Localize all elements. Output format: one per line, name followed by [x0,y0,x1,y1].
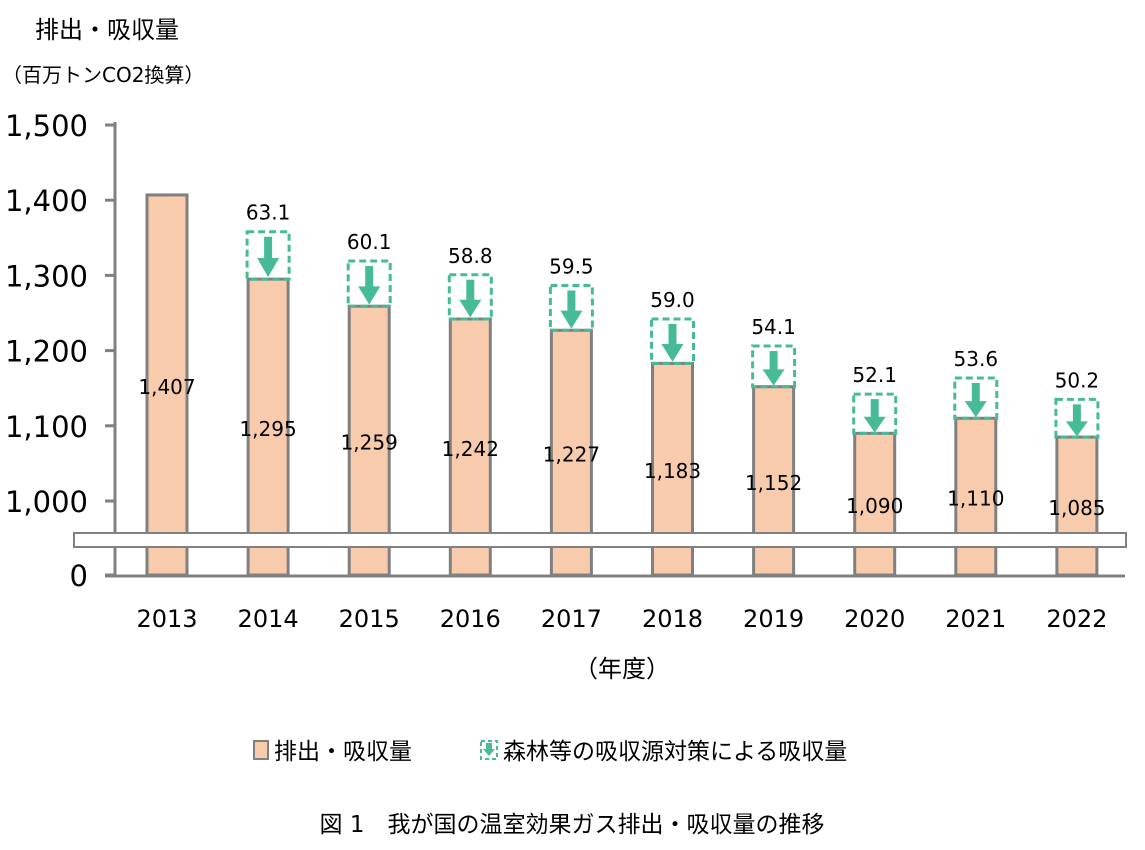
x-tick-label: 2015 [339,605,400,633]
y-tick-label: 1,200 [5,335,88,369]
bar-value-label: 1,295 [239,417,296,441]
absorption-arrow-icon [358,266,381,305]
x-tick-label: 2018 [642,605,703,633]
legend-swatch-emission [253,740,269,760]
legend-label-absorption: 森林等の吸収源対策による吸収量 [503,739,847,765]
x-tick-label: 2022 [1046,605,1107,633]
bar-value-label: 1,227 [543,443,600,467]
y-tick-label: 1,300 [5,259,88,293]
y-axis-unit: （百万トンCO2換算） [2,63,204,87]
absorption-box [751,344,797,389]
x-tick-label: 2021 [945,605,1006,633]
bar-value-label: 1,183 [644,459,701,483]
absorption-value-label: 53.6 [954,347,999,371]
absorption-value-label: 54.1 [751,315,796,339]
legend-arrow-icon [483,743,495,756]
absorption-arrow-icon [560,290,583,329]
absorption-value-label: 63.1 [246,201,291,225]
bar-value-label: 1,259 [341,431,398,455]
absorption-arrow-icon [964,382,987,418]
absorption-box [1054,397,1100,439]
absorption-arrow-icon [661,324,684,362]
y-tick-label: 1,400 [5,184,88,218]
x-tick-label: 2019 [743,605,804,633]
bar-value-label: 1,242 [442,437,499,461]
absorption-arrow-icon [863,399,886,433]
x-tick-label: 2013 [136,605,197,633]
bar-emission [853,431,897,577]
x-tick-label: 2014 [238,605,299,633]
bar-value-label: 1,407 [138,375,195,399]
absorption-value-label: 52.1 [852,363,897,387]
x-tick-label: 2020 [844,605,905,633]
x-tick-label: 2016 [440,605,501,633]
bar-value-label: 1,085 [1048,496,1105,520]
absorption-arrow-icon [762,351,785,386]
y-tick-label: 0 [70,559,88,593]
absorption-value-label: 59.5 [549,255,594,279]
legend-label-emission: 排出・吸収量 [274,739,412,765]
absorption-value-label: 59.0 [650,288,695,312]
absorption-value-label: 58.8 [448,244,493,268]
bar-value-label: 1,110 [947,487,1004,511]
bar-value-label: 1,090 [846,494,903,518]
figure-caption: 図 1 我が国の温室効果ガス排出・吸収量の推移 [320,812,825,838]
y-tick-label: 1,500 [5,109,88,143]
absorption-arrow-icon [459,279,482,318]
y-tick-label: 1,000 [5,485,88,519]
absorption-box [245,230,291,281]
absorption-box [852,392,898,435]
absorption-arrow-icon [1065,404,1088,437]
x-axis-title: （年度） [574,655,670,683]
axis-break-band [73,532,1127,548]
y-tick-label: 1,100 [5,410,88,444]
absorption-box [953,376,999,420]
absorption-arrow-icon [257,236,280,278]
legend: 排出・吸収量 森林等の吸収源対策による吸収量 [253,739,847,765]
bar-value-label: 1,152 [745,471,802,495]
x-tick-label: 2017 [541,605,602,633]
absorption-value-label: 50.2 [1055,368,1100,392]
absorption-value-label: 60.1 [347,230,392,254]
y-axis-title: 排出・吸収量 [35,16,179,44]
